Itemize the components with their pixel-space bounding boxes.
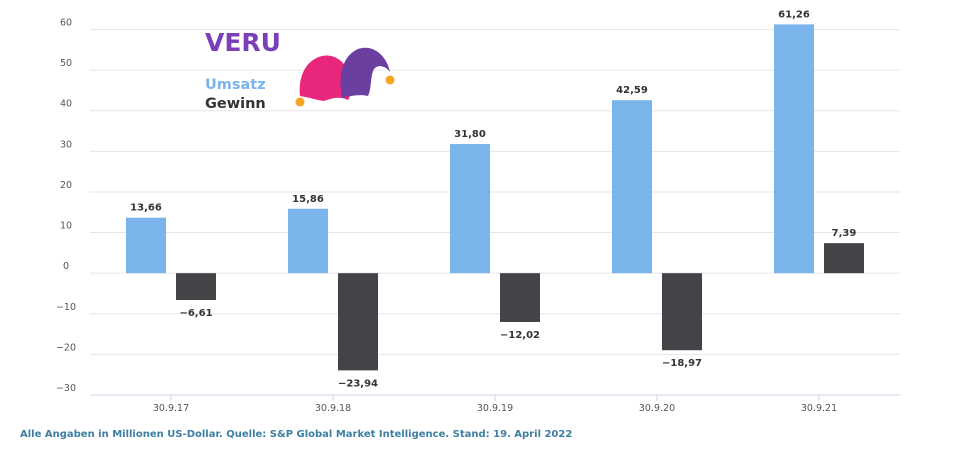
- y-tick-label: 30: [60, 139, 72, 150]
- jester-bell-left: [295, 97, 305, 107]
- data-label: 7,39: [832, 228, 857, 239]
- jester-hat-right-lobe: [340, 47, 390, 98]
- bar-profit: [500, 273, 540, 322]
- y-tick-label: 20: [60, 180, 72, 191]
- y-tick-label: 60: [60, 18, 72, 29]
- x-tick-label: 30.9.20: [639, 403, 675, 414]
- bar-profit: [338, 273, 378, 371]
- bar-revenue: [126, 217, 166, 274]
- data-label: −18,97: [662, 358, 702, 369]
- y-tick-label: 0: [63, 261, 69, 272]
- bar-profit: [176, 273, 216, 301]
- data-label: 61,26: [778, 9, 810, 20]
- legend-profit: Gewinn: [205, 96, 266, 112]
- bar-profit: [662, 273, 702, 351]
- y-axis-ticks: 60 50 40 30 20 10 0 −10 −20 −30: [56, 18, 76, 395]
- jester-hat-icon: [295, 47, 395, 107]
- bar-revenue: [450, 144, 490, 274]
- data-label: −12,02: [500, 330, 540, 341]
- data-label: 15,86: [292, 194, 324, 205]
- y-tick-label: 40: [60, 99, 72, 110]
- x-tick-label: 30.9.17: [153, 403, 189, 414]
- data-label: 13,66: [130, 203, 162, 214]
- data-label: 42,59: [616, 85, 648, 96]
- bar-revenue: [774, 24, 814, 274]
- jester-hat-left-lobe: [299, 55, 352, 101]
- bars: [126, 24, 864, 371]
- y-tick-label: −30: [56, 383, 76, 394]
- data-label: −23,94: [338, 378, 378, 389]
- x-axis: 30.9.17 30.9.18 30.9.19 30.9.20 30.9.21: [90, 394, 900, 414]
- y-tick-label: −10: [56, 302, 76, 313]
- brand-name: VERU: [205, 28, 281, 57]
- x-tick-label: 30.9.19: [477, 403, 513, 414]
- jester-bell-right: [385, 75, 395, 85]
- y-tick-label: 10: [60, 221, 72, 232]
- y-tick-label: 50: [60, 58, 72, 69]
- data-label: −6,61: [179, 308, 212, 319]
- bar-profit: [824, 243, 864, 274]
- x-tick-label: 30.9.18: [315, 403, 351, 414]
- grid-lines: [90, 29, 900, 355]
- bar-revenue: [612, 100, 652, 274]
- legend-revenue: Umsatz: [205, 77, 266, 93]
- x-tick-label: 30.9.21: [801, 403, 837, 414]
- source-footnote: Alle Angaben in Millionen US-Dollar. Que…: [20, 429, 573, 440]
- bar-revenue: [288, 208, 328, 274]
- data-labels: 13,66 −6,61 15,86 −23,94 31,80 −12,02 42,59 −18…: [130, 9, 856, 389]
- data-label: 31,80: [454, 129, 486, 140]
- y-tick-label: −20: [56, 342, 76, 353]
